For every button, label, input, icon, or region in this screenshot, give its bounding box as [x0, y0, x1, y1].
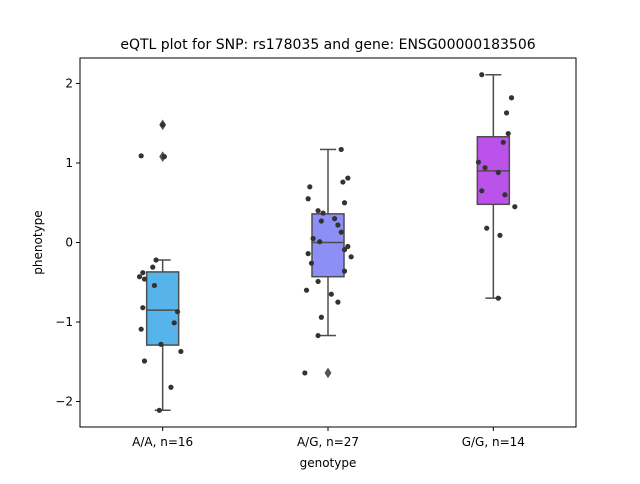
data-point [318, 314, 324, 320]
x-tick-label: G/G, n=14 [462, 435, 525, 449]
data-point [495, 169, 501, 176]
data-point [310, 235, 316, 242]
data-point [160, 122, 166, 128]
data-point [308, 260, 315, 266]
data-point [484, 225, 490, 231]
ticks: −2 −1 0 1 2 A/A, n=16 A/G, n=27 G/G, n=14 [55, 76, 525, 449]
data-point [475, 159, 482, 165]
data-point [305, 251, 311, 257]
data-point [161, 154, 167, 160]
data-point [150, 264, 156, 270]
outlier-marker [324, 367, 332, 379]
data-point [341, 247, 348, 253]
data-point [141, 358, 148, 364]
data-point [318, 218, 324, 224]
data-point [503, 110, 510, 116]
data-point [302, 370, 308, 376]
data-point [340, 179, 346, 185]
data-point [136, 274, 143, 280]
data-point [171, 320, 177, 326]
box-group-1 [136, 119, 184, 413]
data-point [500, 139, 506, 145]
data-point [502, 192, 508, 198]
data-point [303, 287, 310, 293]
data-point [332, 216, 338, 222]
y-tick-label: 1 [65, 156, 73, 170]
data-point [495, 295, 501, 301]
data-point [174, 309, 181, 315]
data-point [140, 305, 146, 311]
data-point [141, 276, 148, 282]
y-axis-label: phenotype [31, 210, 45, 274]
data-point [178, 348, 184, 355]
data-point [315, 208, 321, 214]
data-point [508, 95, 515, 101]
data-point [305, 196, 311, 202]
data-point [348, 254, 354, 260]
data-point [335, 222, 341, 228]
data-point [479, 72, 485, 78]
data-point [307, 184, 313, 190]
y-tick-label: 2 [65, 76, 73, 90]
y-tick-label: 0 [65, 236, 73, 250]
data-point [140, 270, 146, 276]
data-point [479, 188, 485, 194]
data-point [151, 282, 157, 289]
data-point [317, 239, 323, 245]
data-point [335, 299, 341, 305]
data-point [138, 153, 144, 159]
data-point [168, 384, 174, 390]
data-point [328, 291, 334, 297]
data-point [497, 232, 503, 238]
y-tick-label: −2 [55, 395, 73, 409]
plot-area [136, 72, 518, 413]
box-group-2 [302, 146, 354, 379]
x-tick-label: A/G, n=27 [297, 435, 359, 449]
data-point [512, 204, 518, 210]
chart-title: eQTL plot for SNP: rs178035 and gene: EN… [120, 37, 535, 53]
data-point [505, 130, 511, 137]
x-tick-label: A/A, n=16 [132, 435, 193, 449]
box-iqr [145, 271, 180, 346]
data-point [156, 407, 162, 413]
data-point [338, 229, 344, 235]
box-group-3 [475, 72, 518, 301]
data-point [482, 165, 488, 171]
data-point [315, 278, 321, 285]
data-point [158, 341, 164, 347]
data-point [345, 243, 351, 250]
data-point [341, 200, 348, 206]
data-point [345, 175, 351, 181]
data-point [341, 268, 348, 274]
y-tick-label: −1 [55, 315, 73, 329]
data-point [315, 332, 321, 339]
x-axis-label: genotype [300, 456, 357, 470]
data-point [138, 326, 144, 332]
data-point [320, 210, 326, 216]
data-point [153, 257, 159, 263]
data-point [338, 146, 344, 153]
